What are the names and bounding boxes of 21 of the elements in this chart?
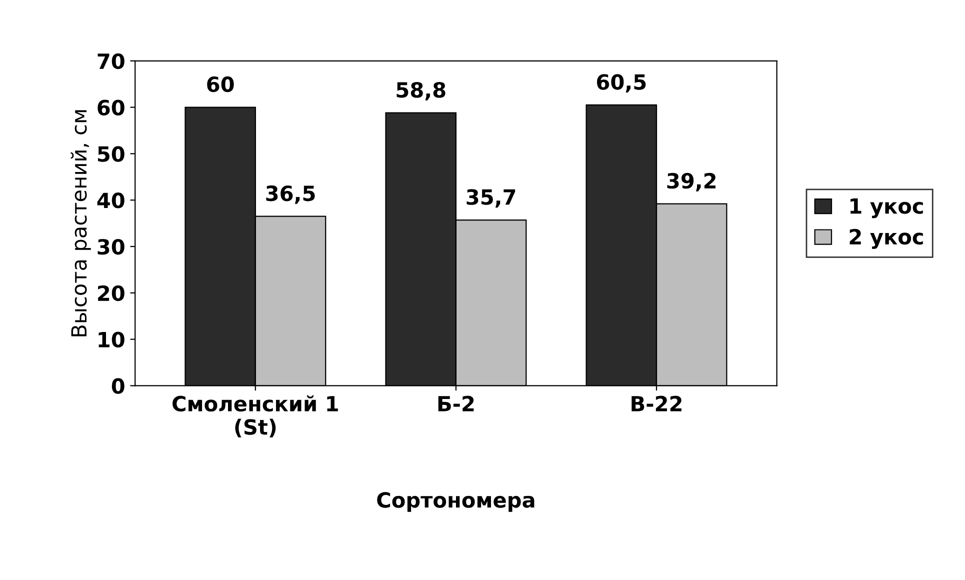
- y-tick-label: 40: [97, 192, 124, 208]
- y-tick-label: 60: [98, 100, 124, 116]
- data-label: 60,5: [597, 74, 646, 92]
- y-tick-label: 70: [98, 53, 124, 70]
- x-tick-label: В-22: [632, 396, 682, 412]
- data-label: 36,5: [266, 185, 315, 204]
- data-label: 60: [207, 76, 234, 92]
- legend-label: 1 укос: [850, 198, 923, 218]
- data-label: 58,8: [396, 82, 446, 100]
- y-tick-label: 30: [98, 238, 124, 255]
- data-label: 39,2: [667, 172, 716, 192]
- y-tick-label: 20: [98, 285, 124, 302]
- y-tick-label: 0: [112, 378, 124, 394]
- y-axis-title: Высота растений, см: [70, 110, 91, 336]
- x-tick-label: Смоленский 1 (St): [172, 395, 338, 438]
- x-axis-title: Сортономера: [377, 492, 534, 512]
- x-tick-label: Б-2: [438, 396, 474, 412]
- legend-label: 2 укос: [850, 228, 923, 249]
- y-tick-label: 10: [98, 332, 124, 348]
- data-label: 35,7: [466, 189, 516, 208]
- y-tick-label: 50: [98, 146, 124, 162]
